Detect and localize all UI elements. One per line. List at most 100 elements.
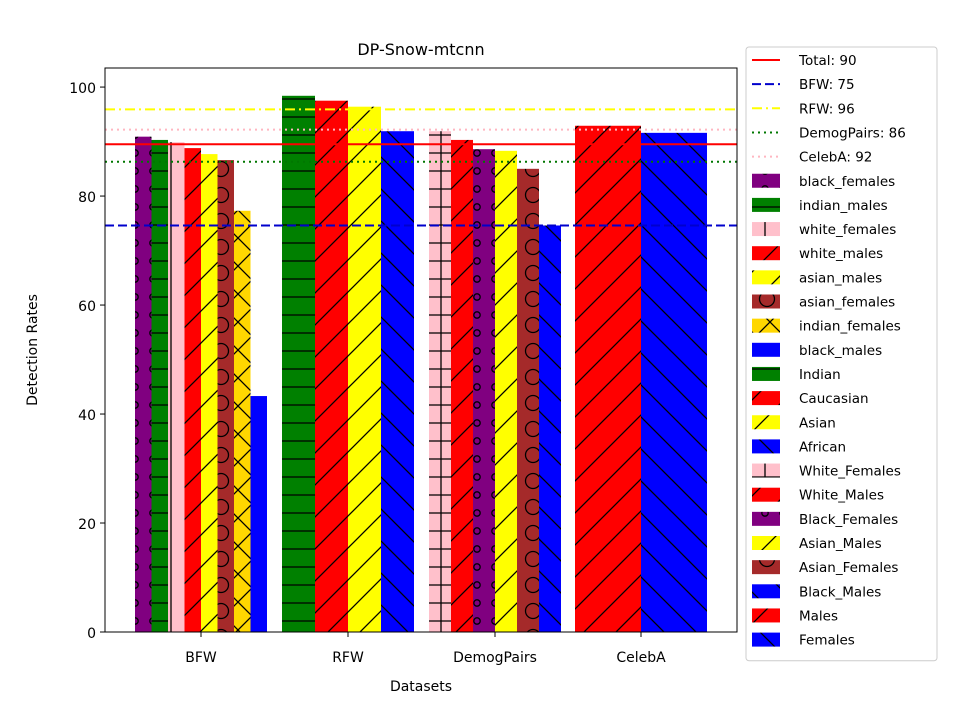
x-tick-label: BFW bbox=[185, 650, 217, 666]
bar-demogpairs-asian-females bbox=[517, 168, 539, 633]
legend-label: asian_females bbox=[799, 295, 895, 311]
legend-patch-swatch bbox=[752, 270, 780, 285]
legend-label: indian_males bbox=[799, 198, 888, 214]
legend-patch-swatch bbox=[752, 608, 780, 623]
legend-label: Asian_Females bbox=[799, 560, 898, 576]
legend-label: Females bbox=[799, 633, 855, 649]
y-tick-label: 40 bbox=[78, 408, 96, 424]
legend-patch-swatch bbox=[752, 584, 780, 599]
legend-item: CelebA: 92 bbox=[752, 150, 872, 166]
legend-label: RFW: 96 bbox=[799, 101, 855, 117]
legend-label: Black_Females bbox=[799, 512, 898, 528]
legend-patch-swatch bbox=[752, 415, 780, 430]
legend-item: white_females bbox=[752, 222, 896, 238]
bar-bfw-white-males bbox=[184, 148, 201, 632]
legend-item: Males bbox=[752, 608, 838, 624]
legend-label: black_females bbox=[799, 174, 895, 190]
reference-lines bbox=[105, 108, 737, 227]
y-axis: 0 20 40 60 80 100 bbox=[69, 81, 105, 642]
legend-label: African bbox=[799, 439, 846, 455]
y-tick-label: 20 bbox=[78, 517, 96, 533]
legend-item: Caucasian bbox=[752, 391, 869, 407]
legend-label: Indian bbox=[799, 367, 841, 383]
legend-item: indian_males bbox=[752, 197, 888, 214]
legend-item: African bbox=[752, 439, 846, 455]
legend-patch-swatch bbox=[752, 318, 780, 333]
legend-item: Total: 90 bbox=[752, 53, 857, 69]
bar-rfw-asian bbox=[348, 106, 381, 632]
y-axis-label: Detection Rates bbox=[25, 294, 41, 406]
legend-item: black_females bbox=[752, 173, 895, 190]
y-tick-label: 0 bbox=[87, 626, 96, 642]
legend-item: white_males bbox=[752, 246, 883, 262]
legend-item: asian_females bbox=[752, 294, 895, 311]
bar-celeba-females bbox=[641, 132, 707, 632]
bar-bfw-indian-males bbox=[151, 139, 168, 633]
legend-label: Asian bbox=[799, 415, 836, 431]
plot-frame bbox=[104, 67, 738, 633]
legend-item: Asian bbox=[752, 415, 836, 431]
bar-group-rfw bbox=[282, 95, 414, 632]
legend: Total: 90 BFW: 75 RFW: 96 DemogPairs: 86 Cel… bbox=[745, 46, 938, 662]
legend-patch-swatch bbox=[752, 632, 780, 647]
legend-patch-swatch bbox=[752, 391, 780, 406]
y-tick-label: 60 bbox=[78, 299, 96, 315]
legend-item: White_Females bbox=[752, 463, 901, 480]
legend-patch-swatch bbox=[752, 197, 780, 212]
bar-demogpairs-white-males bbox=[451, 139, 473, 633]
bar-rfw-caucasian bbox=[315, 100, 348, 632]
legend-frame bbox=[745, 46, 938, 662]
bar-bfw-white-females bbox=[168, 142, 185, 632]
legend-label: black_males bbox=[799, 343, 882, 359]
legend-label: Caucasian bbox=[799, 391, 869, 407]
legend-item: Black_Males bbox=[752, 584, 881, 600]
bar-demogpairs-asian-males bbox=[495, 150, 517, 632]
legend-label: white_females bbox=[799, 222, 896, 238]
legend-patch-swatch bbox=[752, 511, 780, 526]
chart-title: DP-Snow-mtcnn bbox=[357, 40, 484, 59]
x-tick-label: DemogPairs bbox=[453, 650, 537, 666]
legend-label: DemogPairs: 86 bbox=[799, 125, 906, 141]
x-axis-label: Datasets bbox=[390, 679, 452, 695]
legend-item: Females bbox=[752, 632, 855, 649]
legend-label: white_males bbox=[799, 246, 883, 262]
legend-label: White_Males bbox=[799, 488, 884, 504]
legend-item: White_Males bbox=[752, 487, 884, 504]
x-tick-label: RFW bbox=[332, 650, 364, 666]
bar-bfw-black-females bbox=[135, 136, 152, 632]
legend-item: Indian bbox=[752, 366, 841, 383]
legend-item: RFW: 96 bbox=[752, 101, 855, 117]
legend-patch-swatch bbox=[752, 463, 780, 478]
legend-label: Total: 90 bbox=[798, 53, 857, 69]
legend-patch-swatch bbox=[752, 342, 780, 357]
x-tick-label: CelebA bbox=[616, 650, 666, 666]
legend-label: White_Females bbox=[799, 464, 901, 480]
legend-item: indian_females bbox=[752, 318, 901, 335]
y-tick-label: 80 bbox=[78, 190, 96, 206]
legend-patch-swatch bbox=[752, 536, 780, 550]
legend-label: indian_females bbox=[799, 319, 901, 335]
bar-bfw-asian-females bbox=[217, 160, 234, 632]
legend-label: Asian_Males bbox=[799, 536, 882, 552]
bar-bfw-asian-males bbox=[201, 154, 218, 632]
legend-patch-swatch bbox=[752, 439, 780, 454]
bar-rfw-indian bbox=[282, 95, 315, 632]
bars-layer bbox=[135, 95, 707, 633]
bar-group-bfw bbox=[135, 136, 267, 633]
legend-label: BFW: 75 bbox=[799, 77, 855, 93]
bar-bfw-indian-females bbox=[234, 210, 251, 633]
bar-bfw-black-males bbox=[250, 396, 267, 632]
bar-rfw-african bbox=[381, 131, 414, 632]
bar-demogpairs-black-males bbox=[539, 225, 561, 632]
bar-group-celeba bbox=[575, 125, 707, 632]
bar-group-demogpairs bbox=[429, 131, 561, 633]
legend-label: asian_males bbox=[799, 270, 882, 286]
bar-demogpairs-black-females bbox=[473, 149, 495, 632]
legend-patch-swatch bbox=[752, 294, 780, 309]
legend-item: Asian_Females bbox=[752, 560, 898, 576]
legend-label: Black_Males bbox=[799, 584, 881, 600]
x-axis: BFW RFW DemogPairs CelebA bbox=[185, 632, 666, 666]
legend-label: Males bbox=[799, 608, 838, 624]
legend-item: asian_males bbox=[752, 270, 882, 286]
